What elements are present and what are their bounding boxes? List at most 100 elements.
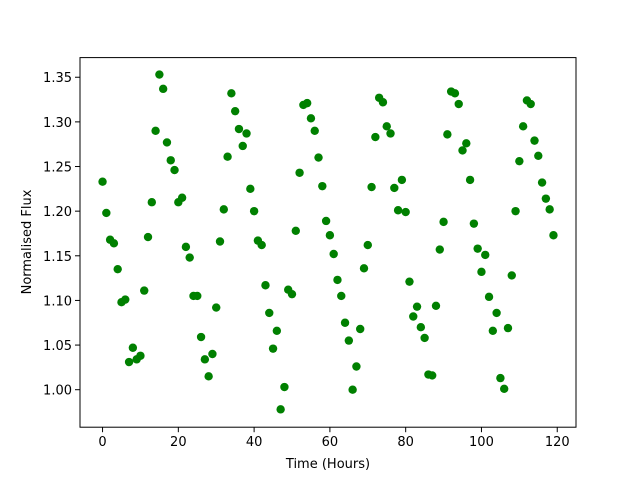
y-tick-label: 1.10 xyxy=(43,294,72,309)
data-point xyxy=(246,184,255,194)
data-point xyxy=(382,122,391,131)
data-point xyxy=(227,89,236,98)
data-point xyxy=(219,205,228,214)
data-point xyxy=(318,181,327,191)
data-point xyxy=(545,205,554,214)
data-point xyxy=(363,240,372,250)
data-point xyxy=(121,295,130,304)
data-point xyxy=(223,152,232,161)
data-point xyxy=(405,277,414,286)
data-point xyxy=(249,206,259,216)
data-point xyxy=(310,126,319,136)
data-point xyxy=(177,193,187,202)
data-point xyxy=(443,130,452,139)
data-point xyxy=(325,231,335,240)
data-point xyxy=(136,351,145,360)
x-tick-label: 100 xyxy=(469,435,494,450)
data-point xyxy=(109,239,119,248)
y-tick-label: 1.00 xyxy=(43,384,72,399)
data-point xyxy=(196,332,206,342)
x-tick-label: 120 xyxy=(545,435,570,450)
data-point xyxy=(390,183,399,193)
data-point xyxy=(481,250,490,260)
data-point xyxy=(124,357,134,367)
data-point xyxy=(140,286,149,295)
data-point xyxy=(352,362,361,371)
data-point xyxy=(276,405,285,414)
data-point xyxy=(268,344,278,353)
data-point xyxy=(151,126,160,136)
data-point xyxy=(488,326,498,335)
data-point xyxy=(234,124,244,134)
plot-frame xyxy=(79,57,577,428)
data-point xyxy=(409,312,418,321)
y-tick-label: 1.35 xyxy=(43,71,72,86)
data-point xyxy=(541,194,551,203)
x-tick-label: 0 xyxy=(98,435,106,450)
data-point xyxy=(371,132,380,142)
y-tick-label: 1.05 xyxy=(43,339,72,354)
data-point xyxy=(458,146,467,155)
data-point xyxy=(291,226,300,235)
data-point xyxy=(302,98,312,108)
data-point xyxy=(515,156,524,166)
data-point xyxy=(128,343,138,352)
data-point xyxy=(439,217,448,227)
data-point xyxy=(166,156,175,165)
data-point xyxy=(454,99,463,109)
data-point xyxy=(412,302,422,311)
data-point xyxy=(265,308,274,318)
data-point xyxy=(549,231,558,240)
data-point xyxy=(238,141,247,151)
data-point xyxy=(306,114,316,123)
data-point xyxy=(102,208,111,218)
data-point xyxy=(397,175,407,185)
data-point xyxy=(507,271,516,280)
data-point xyxy=(492,308,501,318)
data-point xyxy=(356,324,365,334)
data-point xyxy=(462,139,471,148)
data-point xyxy=(344,336,354,345)
data-point xyxy=(193,291,202,301)
data-point xyxy=(314,153,323,162)
y-tick-label: 1.20 xyxy=(43,205,72,220)
data-point xyxy=(496,373,505,383)
data-point xyxy=(155,70,164,79)
data-point xyxy=(272,326,282,335)
data-point xyxy=(499,384,509,394)
x-tick-label: 80 xyxy=(397,435,414,450)
data-point xyxy=(503,323,513,333)
data-point xyxy=(431,301,441,310)
data-point xyxy=(428,371,437,380)
data-point xyxy=(170,165,179,175)
data-point xyxy=(450,89,460,98)
x-tick-label: 40 xyxy=(246,435,263,450)
data-point xyxy=(147,198,157,207)
data-point xyxy=(113,264,122,274)
data-point xyxy=(230,106,240,116)
x-tick-label: 60 xyxy=(322,435,339,450)
data-point xyxy=(386,129,395,138)
data-point xyxy=(181,242,191,252)
data-point xyxy=(537,178,547,187)
data-point xyxy=(321,216,331,226)
data-point xyxy=(359,264,369,273)
data-point xyxy=(212,303,221,312)
data-point xyxy=(526,99,535,109)
y-axis-label: Normalised Flux xyxy=(20,189,35,294)
data-point xyxy=(162,138,172,147)
data-point xyxy=(416,323,426,332)
data-point xyxy=(333,275,342,285)
data-point xyxy=(534,151,543,161)
data-point xyxy=(208,349,217,359)
data-point xyxy=(473,244,482,253)
data-point xyxy=(393,206,403,215)
data-point xyxy=(215,237,225,246)
y-tick-label: 1.30 xyxy=(43,116,72,131)
data-point xyxy=(98,177,107,186)
data-point xyxy=(287,289,297,299)
data-point xyxy=(158,84,168,94)
data-point xyxy=(257,240,266,250)
